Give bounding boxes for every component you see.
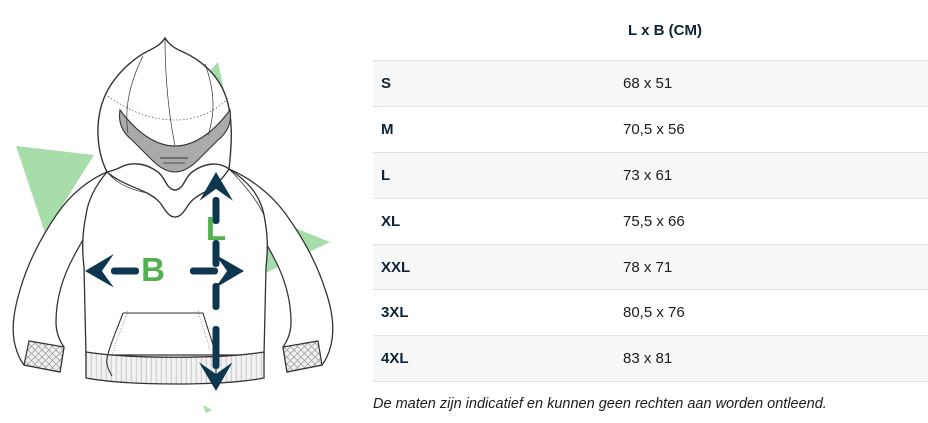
svg-text:L: L bbox=[206, 210, 226, 247]
svg-text:B: B bbox=[141, 251, 165, 288]
